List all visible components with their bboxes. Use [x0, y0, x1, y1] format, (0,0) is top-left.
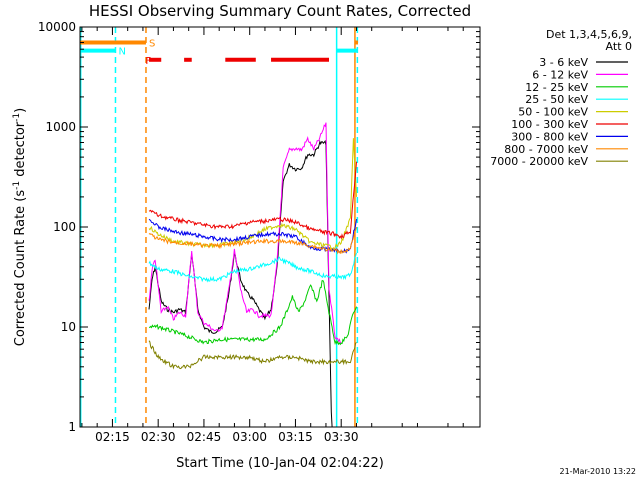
- y-label-sup-1: -1: [12, 181, 22, 190]
- legend-header-line-1: Det 1,3,4,5,6,9,: [546, 28, 632, 41]
- legend-header-line-2: Att 0: [606, 40, 632, 53]
- x-axis-label: Start Time (10-Jan-04 02:04:22): [176, 456, 384, 471]
- legend-label-1: 3 - 6 keV: [539, 56, 588, 69]
- annotation-S: S: [149, 38, 155, 49]
- x-tick-label-6: 03:30: [324, 430, 359, 444]
- series-line-7: [148, 218, 357, 254]
- x-tick-label-5: 03:15: [278, 430, 313, 444]
- series-line-4: [148, 252, 357, 283]
- timestamp: 21-Mar-2010 13:22: [560, 467, 637, 476]
- y-label-sup-2: -1: [12, 113, 22, 122]
- chart-title: HESSI Observing Summary Count Rates, Cor…: [89, 2, 471, 20]
- y-tick-label-3: 100: [53, 220, 76, 234]
- x-tick-label-2: 02:30: [141, 430, 176, 444]
- series-line-2: [148, 122, 342, 344]
- series-line-8: [148, 226, 357, 255]
- legend-label-9: 7000 - 20000 keV: [490, 155, 588, 168]
- annotation-N: N: [118, 47, 125, 58]
- y-tick-label-4: 1000: [45, 120, 76, 134]
- x-tick-label-3: 02:45: [187, 430, 222, 444]
- legend-label-2: 6 - 12 keV: [532, 68, 588, 81]
- legend-label-3: 12 - 25 keV: [525, 81, 588, 94]
- y-label-part-3: ): [13, 108, 28, 113]
- x-tick-label-4: 03:00: [232, 430, 267, 444]
- y-axis-label: Corrected Count Rate (s-1 detector-1): [12, 108, 28, 346]
- y-label-part-1: Corrected Count Rate (s: [13, 190, 28, 347]
- series-line-1: [148, 140, 333, 427]
- annotation-F: F: [145, 56, 151, 67]
- x-tick-label-1: 02:15: [95, 430, 130, 444]
- legend-label-6: 100 - 300 keV: [511, 118, 588, 131]
- legend-label-4: 25 - 50 keV: [525, 93, 588, 106]
- legend-label-7: 300 - 800 keV: [511, 130, 588, 143]
- y-tick-label-1: 1: [68, 420, 76, 434]
- axis-ticks: [80, 26, 480, 428]
- legend-label-8: 800 - 7000 keV: [504, 143, 588, 156]
- series-line-3: [148, 280, 357, 346]
- legend-label-5: 50 - 100 keV: [518, 106, 588, 119]
- series-line-9: [148, 340, 357, 370]
- y-tick-label-5: 10000: [38, 20, 76, 34]
- y-tick-label-2: 10: [61, 320, 76, 334]
- series-line-6: [148, 161, 357, 240]
- y-label-part-2: detector: [13, 121, 28, 181]
